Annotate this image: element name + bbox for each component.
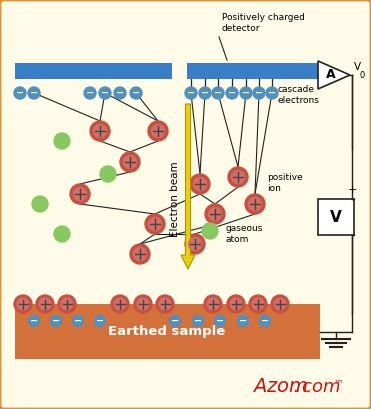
Bar	[318, 199, 354, 235]
Circle shape	[245, 194, 265, 214]
Text: Electron beam: Electron beam	[170, 161, 180, 237]
Circle shape	[266, 87, 278, 99]
Circle shape	[61, 298, 73, 310]
Text: −: −	[201, 88, 209, 97]
Circle shape	[72, 315, 83, 326]
Circle shape	[212, 87, 224, 99]
Bar	[15, 304, 320, 359]
Circle shape	[159, 298, 171, 310]
Circle shape	[227, 295, 245, 313]
Circle shape	[199, 87, 211, 99]
Text: −: −	[30, 315, 38, 326]
Circle shape	[130, 244, 150, 264]
Text: −: −	[86, 88, 94, 97]
Circle shape	[134, 247, 147, 261]
Circle shape	[207, 298, 219, 310]
Circle shape	[214, 315, 226, 326]
Circle shape	[205, 204, 225, 224]
Circle shape	[209, 207, 221, 220]
Circle shape	[114, 87, 126, 99]
Circle shape	[73, 187, 86, 200]
Circle shape	[194, 178, 207, 191]
Circle shape	[36, 295, 54, 313]
Text: −: −	[30, 88, 38, 97]
Text: 0: 0	[360, 70, 365, 79]
Circle shape	[193, 315, 204, 326]
Circle shape	[252, 298, 264, 310]
Text: −: −	[187, 88, 195, 97]
Circle shape	[17, 298, 29, 310]
Circle shape	[249, 198, 262, 211]
Circle shape	[39, 298, 51, 310]
Text: Earthed sample: Earthed sample	[108, 326, 226, 339]
Circle shape	[100, 166, 116, 182]
Circle shape	[54, 133, 70, 149]
Circle shape	[271, 295, 289, 313]
Text: Positively charged
detector: Positively charged detector	[222, 13, 305, 33]
Circle shape	[134, 295, 152, 313]
Circle shape	[145, 214, 165, 234]
Circle shape	[120, 152, 140, 172]
Bar	[187, 63, 320, 79]
Circle shape	[190, 174, 210, 194]
Text: −: −	[52, 315, 60, 326]
Text: −: −	[268, 88, 276, 97]
Text: cascade
electrons: cascade electrons	[277, 85, 319, 105]
Circle shape	[130, 87, 142, 99]
Text: −: −	[101, 88, 109, 97]
Text: gaseous
atom: gaseous atom	[225, 224, 262, 244]
Circle shape	[185, 234, 205, 254]
Text: −: −	[116, 88, 124, 97]
Text: −: −	[255, 88, 263, 97]
Circle shape	[14, 295, 32, 313]
Circle shape	[14, 87, 26, 99]
Circle shape	[228, 167, 248, 187]
Circle shape	[188, 238, 201, 250]
Text: −: −	[239, 315, 247, 326]
Text: ™: ™	[333, 378, 343, 388]
Circle shape	[70, 184, 90, 204]
Circle shape	[232, 171, 244, 184]
Circle shape	[249, 295, 267, 313]
Circle shape	[93, 124, 106, 137]
Circle shape	[148, 218, 161, 231]
Circle shape	[230, 298, 242, 310]
Text: −: −	[214, 88, 222, 97]
Circle shape	[274, 298, 286, 310]
Circle shape	[29, 315, 39, 326]
Circle shape	[95, 315, 105, 326]
Circle shape	[32, 196, 48, 212]
Text: −: −	[194, 315, 202, 326]
Text: $\mathit{Azom}$: $\mathit{Azom}$	[252, 378, 308, 396]
FancyArrow shape	[181, 104, 195, 269]
Circle shape	[90, 121, 110, 141]
Circle shape	[28, 87, 40, 99]
Circle shape	[237, 315, 249, 326]
Text: −: −	[132, 88, 140, 97]
Text: A: A	[326, 68, 336, 81]
Circle shape	[54, 226, 70, 242]
Circle shape	[259, 315, 270, 326]
Text: +: +	[347, 185, 357, 195]
Circle shape	[204, 295, 222, 313]
Text: −: −	[242, 88, 250, 97]
Circle shape	[111, 295, 129, 313]
Text: positive
ion: positive ion	[267, 173, 303, 193]
Text: −: −	[228, 88, 236, 97]
Circle shape	[226, 87, 238, 99]
Circle shape	[151, 124, 164, 137]
Circle shape	[99, 87, 111, 99]
Polygon shape	[318, 61, 350, 89]
Circle shape	[170, 315, 181, 326]
Text: V: V	[354, 62, 361, 72]
Circle shape	[148, 121, 168, 141]
Text: −: −	[96, 315, 104, 326]
Text: V: V	[330, 209, 342, 225]
Text: −: −	[171, 315, 179, 326]
Circle shape	[137, 298, 149, 310]
Circle shape	[84, 87, 96, 99]
Circle shape	[58, 295, 76, 313]
Bar	[15, 63, 172, 79]
Circle shape	[114, 298, 126, 310]
